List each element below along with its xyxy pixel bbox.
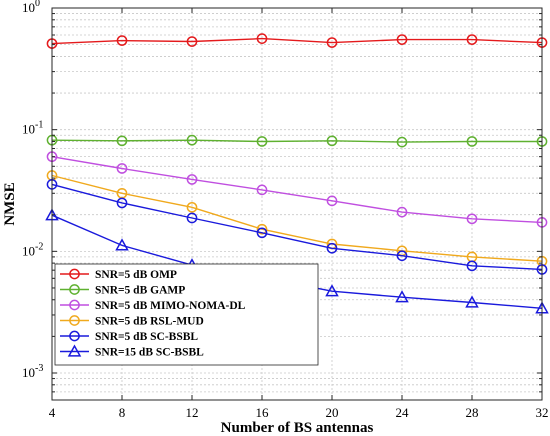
series-line — [51, 37, 543, 45]
data-point — [466, 213, 478, 225]
x-tick-label: 28 — [466, 405, 479, 420]
series — [46, 134, 548, 148]
data-point — [326, 242, 338, 254]
data-point — [396, 250, 408, 262]
data-point — [256, 223, 268, 235]
x-tick-label: 16 — [256, 405, 270, 420]
data-point — [396, 136, 408, 148]
data-point — [186, 36, 198, 47]
y-tick-label: 10-3 — [22, 363, 43, 380]
x-tick-label: 4 — [49, 405, 56, 420]
legend-marker — [69, 284, 80, 295]
data-point — [256, 136, 268, 147]
legend-label: SNR=5 dB SC-BSBL — [95, 331, 198, 343]
series-line — [51, 156, 543, 224]
y-tick-label: 10-2 — [22, 241, 43, 258]
data-point — [186, 212, 198, 224]
x-axis-label: Number of BS antennas — [221, 420, 374, 436]
x-tick-label: 24 — [396, 405, 410, 420]
legend-label: SNR=5 dB OMP — [95, 269, 177, 281]
legend-label: SNR=15 dB SC-BSBL — [95, 347, 204, 359]
data-point — [256, 184, 268, 196]
x-tick-label: 12 — [186, 405, 199, 420]
data-point — [326, 37, 338, 48]
data-point — [116, 35, 128, 46]
y-tick-label: 10-1 — [22, 120, 43, 137]
series-line — [51, 139, 542, 143]
data-point — [115, 238, 129, 251]
data-point — [395, 290, 409, 303]
data-point — [186, 201, 198, 213]
series — [46, 179, 548, 275]
data-point — [466, 260, 478, 272]
legend-label: SNR=5 dB MIMO-NOMA-DL — [95, 300, 246, 312]
legend-label: SNR=5 dB RSL-MUD — [95, 316, 204, 328]
series-line — [51, 174, 543, 262]
y-tick-label: 100 — [22, 0, 40, 15]
data-point — [116, 135, 128, 147]
data-point — [256, 33, 268, 44]
data-point — [326, 135, 338, 147]
data-point — [396, 206, 408, 218]
data-point — [186, 134, 198, 146]
data-point — [186, 174, 198, 185]
legend-marker — [69, 330, 80, 342]
data-point — [465, 295, 479, 308]
legend-marker — [69, 299, 80, 311]
data-point — [466, 34, 478, 45]
y-axis-label: NMSE — [2, 182, 18, 225]
plot-frame — [51, 7, 543, 401]
legend-marker — [69, 268, 80, 280]
x-tick-label: 32 — [536, 405, 549, 420]
legend-label: SNR=5 dB GAMP — [95, 285, 185, 297]
data-point — [326, 195, 338, 207]
legend-marker — [69, 315, 80, 326]
data-point — [396, 34, 408, 45]
data-point — [256, 227, 268, 239]
data-point — [116, 163, 128, 174]
series-line — [51, 183, 543, 271]
data-point — [116, 197, 128, 209]
axis-ticks: 4 8 12 16 20 24 28 32 100 10-1 10-2 10-3 — [22, 0, 549, 420]
legend-marker — [67, 344, 82, 357]
x-tick-label: 8 — [119, 405, 126, 420]
data-point — [466, 136, 478, 147]
legend: SNR=5 dB OMP SNR=5 dB GAMP SNR=5 dB MIMO-N… — [54, 263, 319, 366]
legend-box — [54, 263, 319, 366]
data-point — [325, 284, 339, 297]
x-tick-label: 20 — [326, 405, 339, 420]
